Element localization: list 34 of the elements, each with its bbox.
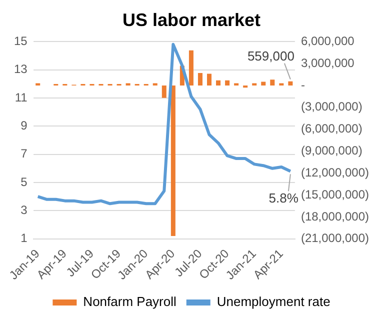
bar xyxy=(270,80,275,86)
y-tick-label: 15 xyxy=(14,34,28,48)
y2-tick-label: (21,000,000) xyxy=(300,231,370,246)
bar xyxy=(288,81,293,86)
bar xyxy=(162,85,166,98)
bar xyxy=(216,80,221,86)
y2-tick-label: - xyxy=(300,78,305,92)
bar xyxy=(198,73,202,86)
y-tick-label: 13 xyxy=(14,62,28,76)
legend-label: Nonfarm Payroll xyxy=(83,294,176,310)
legend-label: Unemployment rate xyxy=(216,294,330,310)
y-tick-label: 7 xyxy=(20,146,28,161)
bar xyxy=(243,85,248,88)
y2-tick-label: (9,000,000) xyxy=(300,144,362,158)
data-label: 5.8% xyxy=(268,190,299,206)
y2-tick-label: (15,000,000) xyxy=(300,187,370,202)
y-tick-label: 9 xyxy=(20,118,28,132)
y2-tick-label: (18,000,000) xyxy=(300,209,370,224)
data-label: 559,000 xyxy=(247,48,294,64)
y2-tick-label: (12,000,000) xyxy=(300,165,370,180)
bar xyxy=(188,50,194,86)
y-tick-label: 11 xyxy=(14,90,28,104)
y2-tick-label: (6,000,000) xyxy=(300,122,362,136)
y-tick-label: 1 xyxy=(20,231,28,246)
y2-tick-label: (3,000,000) xyxy=(300,100,362,114)
bar xyxy=(225,80,230,86)
chart-title: US labor market xyxy=(122,10,261,30)
bar xyxy=(261,82,266,86)
y-tick-label: 5 xyxy=(20,174,28,189)
bar xyxy=(170,85,176,236)
y2-tick-label: 3,000,000 xyxy=(300,56,355,70)
y-tick-label: 3 xyxy=(20,203,28,218)
bar xyxy=(206,74,212,86)
y2-tick-label: 6,000,000 xyxy=(300,34,355,48)
